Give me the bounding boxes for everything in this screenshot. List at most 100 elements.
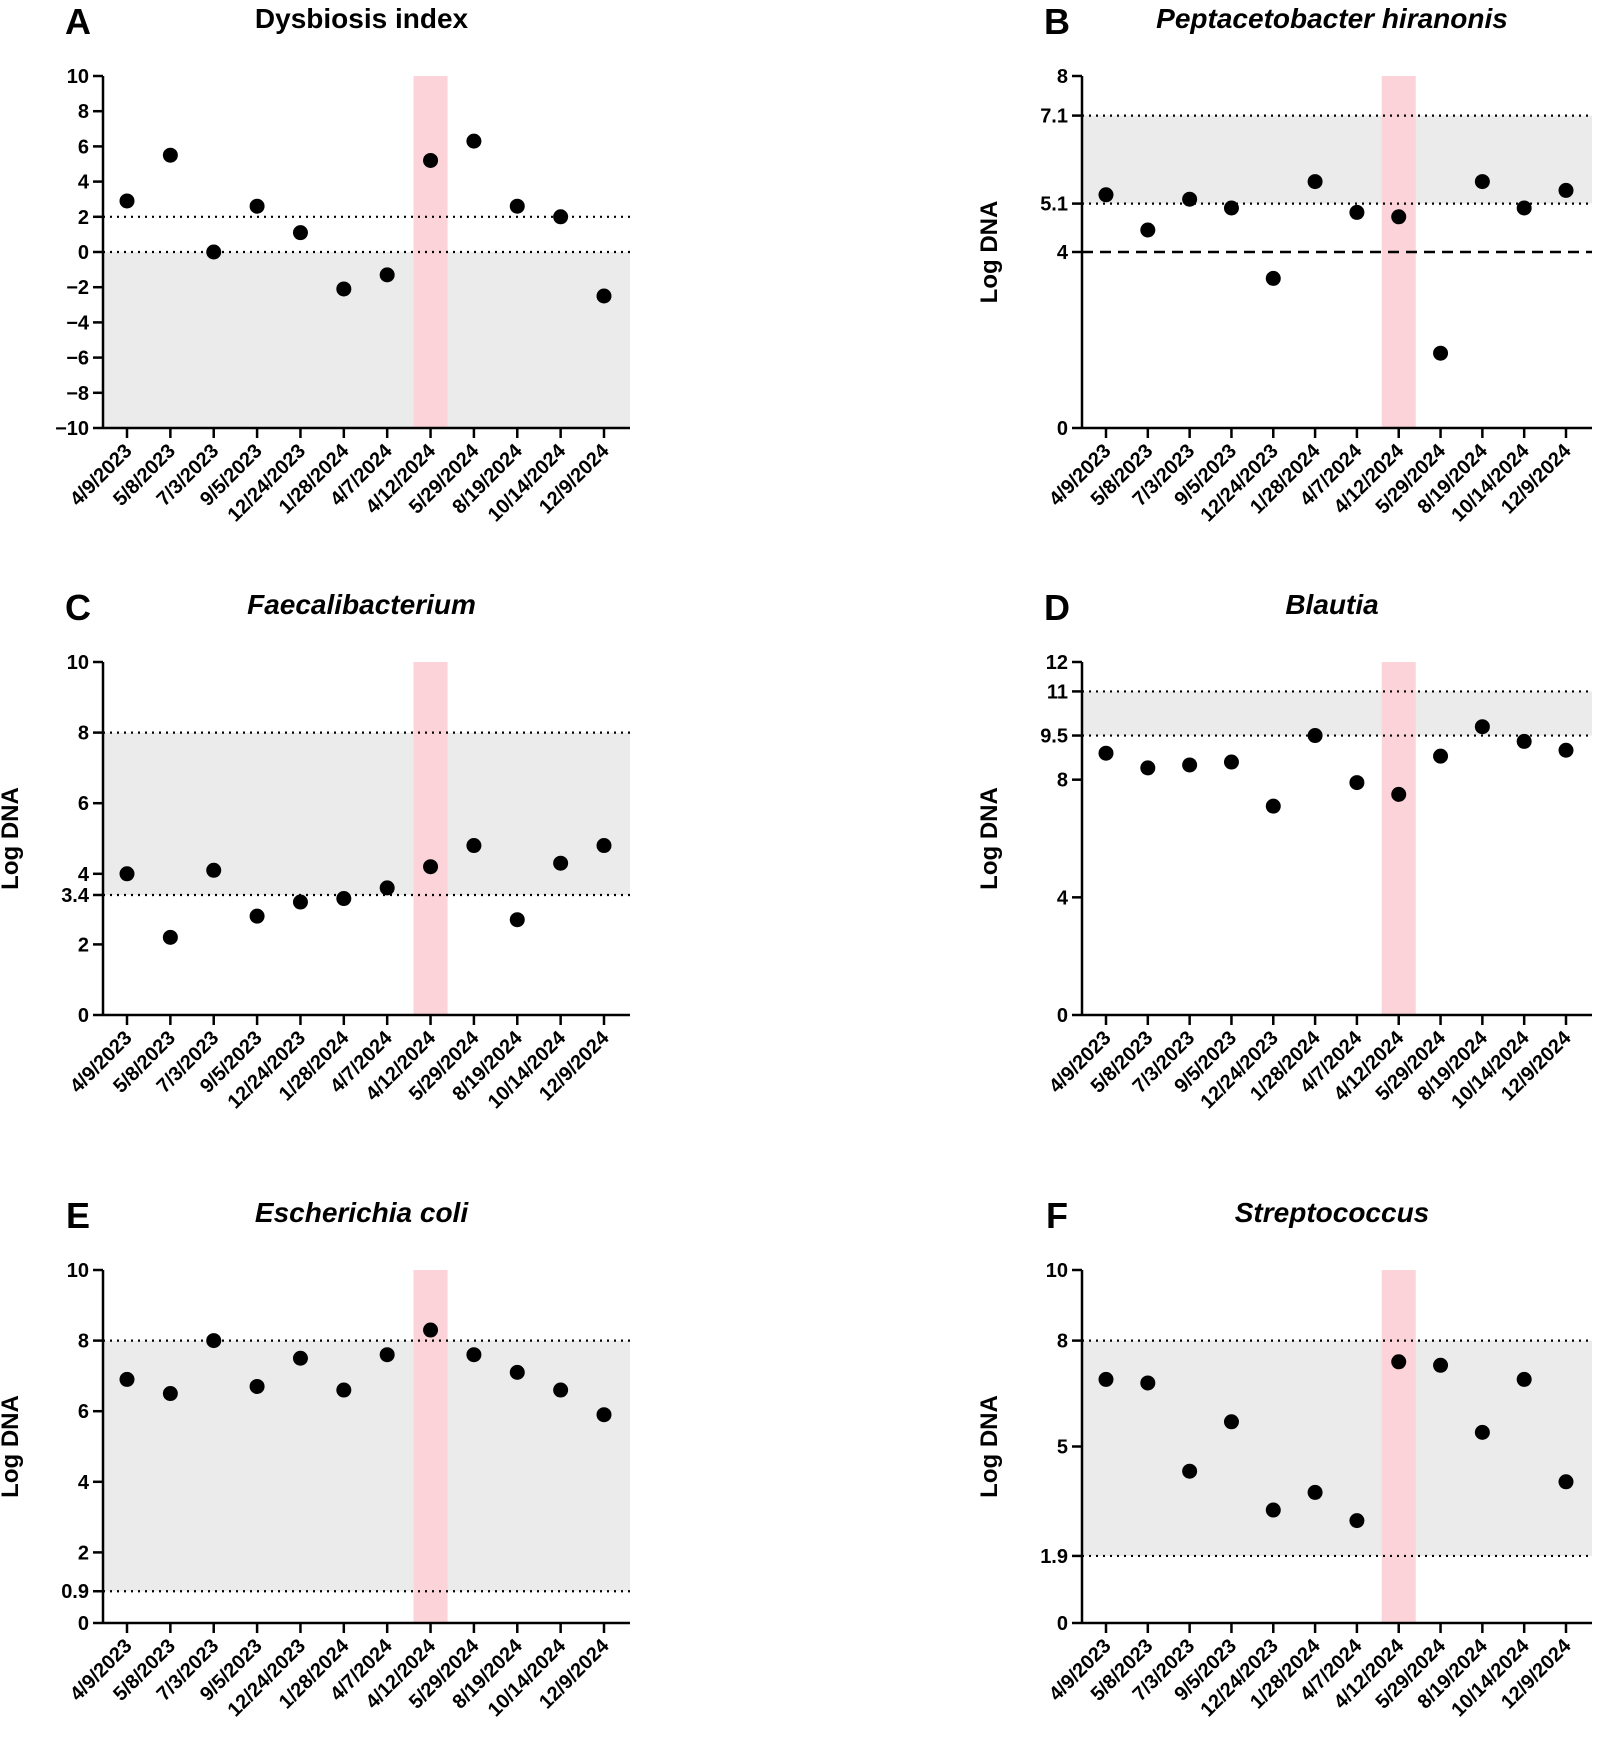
- reference-range-band: [103, 1340, 630, 1592]
- y-tick-label: 8: [78, 101, 89, 123]
- data-point: [119, 1371, 135, 1387]
- y-tick-label: 12: [1046, 652, 1068, 674]
- data-point: [466, 1347, 482, 1363]
- data-point: [509, 1364, 525, 1380]
- panel-title: Streptococcus: [1235, 1197, 1430, 1228]
- data-point: [596, 1407, 612, 1423]
- data-point: [1558, 742, 1574, 758]
- y-tick-label: 10: [67, 652, 89, 674]
- y-tick-label: 0: [78, 1005, 89, 1027]
- data-point: [423, 1322, 439, 1338]
- panel-f: 10851.904/9/20235/8/20237/3/20239/5/2023…: [976, 1195, 1592, 1721]
- y-tick-label: 8: [1057, 66, 1068, 88]
- y-tick-label: −6: [66, 348, 89, 370]
- data-point: [1558, 1474, 1574, 1490]
- y-tick-label: 8: [1057, 770, 1068, 792]
- data-point: [1182, 191, 1198, 207]
- data-point: [423, 152, 439, 168]
- data-point: [1223, 200, 1239, 216]
- data-point: [1516, 1371, 1532, 1387]
- y-tick-label: 2: [78, 1542, 89, 1564]
- data-point: [1474, 1424, 1490, 1440]
- panel-b: 87.15.1404/9/20235/8/20237/3/20239/5/202…: [976, 1, 1592, 526]
- data-point: [1182, 757, 1198, 773]
- data-point: [1349, 204, 1365, 220]
- y-tick-label: −4: [66, 312, 90, 334]
- y-tick-label: −10: [55, 418, 89, 440]
- data-point: [596, 838, 612, 854]
- data-point: [1265, 270, 1281, 286]
- data-point: [1140, 222, 1156, 238]
- panel-letter: E: [66, 1195, 90, 1236]
- data-point: [162, 147, 178, 163]
- y-tick-label: 4: [78, 172, 90, 194]
- data-point: [119, 866, 135, 882]
- data-point: [206, 862, 222, 878]
- data-point: [1391, 786, 1407, 802]
- y-tick-label: 0.9: [61, 1581, 89, 1603]
- y-tick-label: 10: [67, 1260, 89, 1282]
- panel-a: 1086420−2−4−6−8−104/9/20235/8/20237/3/20…: [55, 1, 630, 526]
- data-point: [553, 855, 569, 871]
- data-point: [553, 209, 569, 225]
- y-axis-label: Log DNA: [0, 1395, 24, 1498]
- data-point: [1349, 775, 1365, 791]
- y-tick-label: 8: [1057, 1331, 1068, 1353]
- panel-letter: C: [65, 587, 91, 628]
- data-point: [1140, 760, 1156, 776]
- data-point: [1558, 182, 1574, 198]
- y-tick-label: 2: [78, 207, 89, 229]
- reference-range-band: [1082, 1340, 1592, 1556]
- y-tick-label: 3.4: [61, 885, 90, 907]
- data-point: [1307, 1484, 1323, 1500]
- data-point: [1474, 719, 1490, 735]
- reference-range-band: [103, 732, 630, 895]
- data-point: [466, 838, 482, 854]
- y-tick-label: 0: [1057, 418, 1068, 440]
- data-point: [1265, 798, 1281, 814]
- data-point: [1223, 1414, 1239, 1430]
- y-tick-label: 4: [1057, 887, 1069, 909]
- data-point: [1098, 745, 1114, 761]
- y-tick-label: 11: [1047, 681, 1068, 703]
- panel-title: Dysbiosis index: [255, 3, 469, 34]
- data-point: [1265, 1502, 1281, 1518]
- reference-range-band: [1082, 691, 1592, 736]
- y-axis-label: Log DNA: [976, 787, 1003, 890]
- highlight-column: [1381, 1270, 1416, 1623]
- data-point: [249, 198, 265, 214]
- y-axis-label: Log DNA: [0, 787, 24, 890]
- data-point: [379, 880, 395, 896]
- data-point: [206, 1333, 222, 1349]
- y-tick-label: 6: [78, 136, 89, 158]
- data-point: [1391, 209, 1407, 225]
- data-point: [249, 1378, 265, 1394]
- y-axis-label: Log DNA: [976, 1395, 1003, 1498]
- panel-d: 12119.58404/9/20235/8/20237/3/20239/5/20…: [976, 587, 1592, 1113]
- y-tick-label: 4: [78, 864, 90, 886]
- y-tick-label: 10: [1046, 1260, 1068, 1282]
- data-point: [423, 859, 439, 875]
- data-point: [292, 225, 308, 241]
- data-point: [336, 1382, 352, 1398]
- data-point: [336, 891, 352, 907]
- data-point: [509, 198, 525, 214]
- y-tick-label: −2: [66, 277, 89, 299]
- data-point: [1433, 345, 1449, 361]
- highlight-column: [413, 662, 448, 1015]
- data-point: [1516, 733, 1532, 749]
- data-point: [1433, 1357, 1449, 1373]
- panel-letter: B: [1044, 1, 1070, 42]
- data-point: [1349, 1513, 1365, 1529]
- y-tick-label: 8: [78, 1331, 89, 1353]
- y-tick-label: 8: [78, 723, 89, 745]
- highlight-column: [1381, 662, 1416, 1015]
- data-point: [1474, 174, 1490, 190]
- panel-title: Peptacetobacter hiranonis: [1156, 3, 1508, 34]
- panel-title: Escherichia coli: [255, 1197, 469, 1228]
- y-tick-label: 7.1: [1040, 106, 1068, 128]
- data-point: [1307, 728, 1323, 744]
- data-point: [379, 1347, 395, 1363]
- data-point: [249, 908, 265, 924]
